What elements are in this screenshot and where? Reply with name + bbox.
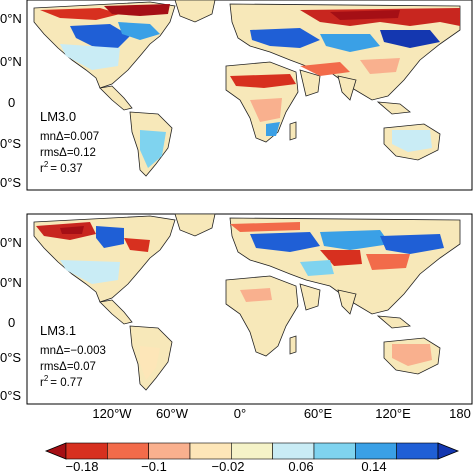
lat-label: 0°N	[0, 275, 22, 290]
colorbar-ticks: −0.18 −0.1 −0.02 0.06 0.14	[66, 459, 387, 474]
colorbar-swatch	[107, 442, 149, 460]
mean-delta: mnΔ=0.007	[40, 131, 99, 143]
lon-label: 120°E	[375, 406, 411, 421]
map-panel-lm31: LM3.1 mnΔ=−0.003 rmsΔ=0.07 r2 = 0.77	[26, 213, 473, 405]
colorbar-swatch	[313, 442, 356, 460]
colorbar-swatch	[396, 442, 439, 460]
colorbar-tick-label: −0.1	[141, 459, 167, 474]
lat-label: 0°S	[0, 388, 21, 403]
map-panel-lm30: LM3.0 mnΔ=0.007 rmsΔ=0.12 r2 = 0.37	[26, 0, 473, 191]
lon-label: 0°	[234, 406, 246, 421]
lat-label: 0°S	[0, 350, 21, 365]
colorbar-extend-low	[44, 442, 67, 460]
colorbar-tick-label: 0.14	[361, 459, 386, 474]
lat-label: 0°N	[0, 235, 22, 250]
r2-value: r2 = 0.77	[40, 374, 83, 389]
lat-axis-2: 0°N 0°N 0 0°S 0°S	[0, 235, 22, 403]
r2-value: r2 = 0.37	[40, 160, 83, 175]
model-name: LM3.0	[40, 109, 76, 124]
lat-label: 0°N	[0, 54, 22, 69]
lon-axis: 120°W 60°W 0° 60°E 120°E 180	[92, 406, 470, 421]
panel-stats-lm30: LM3.0 mnΔ=0.007 rmsΔ=0.12 r2 = 0.37	[40, 109, 99, 175]
rms-delta: rmsΔ=0.07	[40, 361, 96, 373]
colorbar-swatch	[148, 442, 191, 460]
mean-delta: mnΔ=−0.003	[40, 345, 106, 357]
lon-label: 60°W	[156, 406, 189, 421]
colorbar-swatch	[189, 442, 232, 460]
colorbar-tick-label: −0.18	[66, 459, 99, 474]
rms-delta: rmsΔ=0.12	[40, 147, 96, 159]
lat-label: 0°S	[0, 136, 21, 151]
colorbar-tick-label: −0.02	[212, 459, 245, 474]
model-name: LM3.1	[40, 323, 76, 338]
lat-label: 0°N	[0, 11, 22, 26]
colorbar-swatch	[65, 442, 108, 460]
lat-axis-1: 0°N 0°N 0 0°S 0°S	[0, 11, 22, 190]
anomaly-field-1	[40, 4, 460, 168]
lon-label: 120°W	[92, 406, 132, 421]
colorbar-swatch	[231, 442, 273, 460]
colorbar	[44, 442, 460, 460]
lon-label: 180	[449, 406, 471, 421]
lat-label: 0°S	[0, 175, 21, 190]
lat-label: 0	[8, 95, 15, 110]
colorbar-tick-label: 0.06	[288, 459, 313, 474]
lon-label: 60°E	[304, 406, 333, 421]
colorbar-swatch	[272, 442, 315, 460]
lat-label: 0	[8, 315, 15, 330]
anomaly-field-2	[36, 222, 444, 380]
colorbar-extend-high	[437, 442, 460, 460]
colorbar-swatch	[355, 442, 397, 460]
panel-stats-lm31: LM3.1 mnΔ=−0.003 rmsΔ=0.07 r2 = 0.77	[40, 323, 106, 389]
